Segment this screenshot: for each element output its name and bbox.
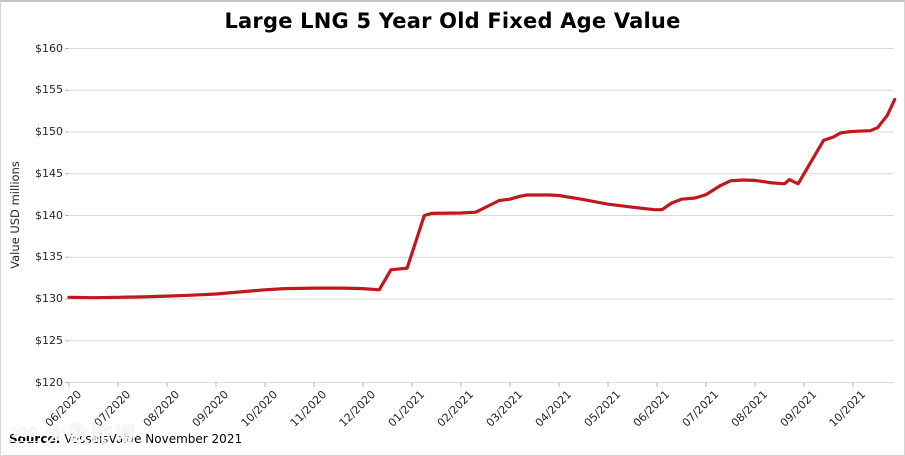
y-tick-label: $155 <box>35 83 63 97</box>
chart-title: Large LNG 5 Year Old Fixed Age Value <box>224 9 681 33</box>
y-tick-label: $160 <box>35 41 63 55</box>
y-tick-label: $145 <box>35 166 63 180</box>
y-tick-label: $120 <box>35 375 63 389</box>
y-tick-label: $130 <box>35 292 63 305</box>
value-line-series <box>67 97 897 300</box>
source-label: Source: <box>9 432 61 446</box>
source-text: VesselsValue November 2021 <box>64 432 243 446</box>
source-note: Source: VesselsValue November 2021 <box>9 432 242 446</box>
y-tick-label: $125 <box>35 333 63 347</box>
y-tick-label: $135 <box>35 250 63 264</box>
y-tick-label: $150 <box>35 125 63 138</box>
y-tick-label: $140 <box>35 208 63 222</box>
